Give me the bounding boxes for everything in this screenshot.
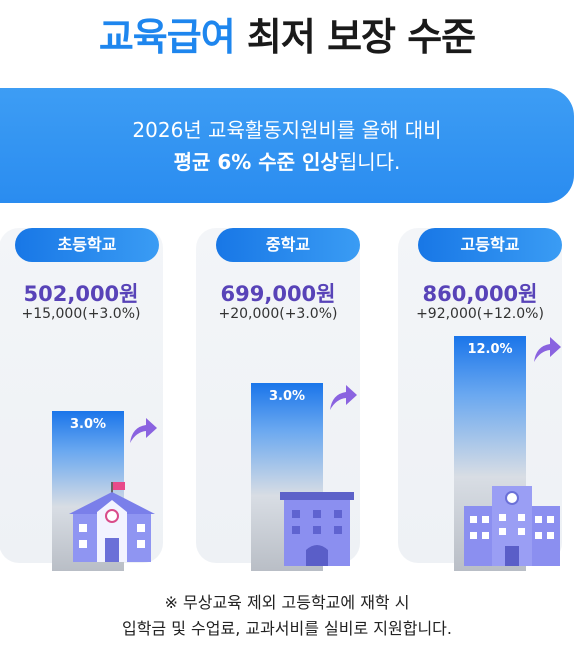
amount-delta: +92,000(+12.0%) xyxy=(416,306,544,322)
up-arrow-icon xyxy=(130,418,157,443)
office-building-icon xyxy=(280,492,354,566)
bar-label: 12.0% xyxy=(467,342,513,357)
amount-delta: +15,000(+3.0%) xyxy=(21,306,141,322)
amount-value: 699,000원 xyxy=(220,282,336,306)
banner-line-2: 평균 6% 수준 인상됩니다. xyxy=(174,146,401,178)
footnote-line-1: ※ 무상교육 제외 고등학교에 재학 시 xyxy=(164,593,410,612)
up-arrow-icon xyxy=(534,337,561,362)
card-elementary: 초등학교 502,000원 +15,000(+3.0%) 3.0% xyxy=(0,228,163,571)
footnote: ※ 무상교육 제외 고등학교에 재학 시 입학금 및 수업료, 교과서비를 실비… xyxy=(0,590,574,642)
level-pill: 초등학교 xyxy=(15,228,159,262)
card-middle: 중학교 699,000원 +20,000(+3.0%) 3.0% xyxy=(196,228,360,571)
school-icon xyxy=(69,482,155,562)
up-arrow-icon xyxy=(330,385,357,410)
amount-delta: +20,000(+3.0%) xyxy=(218,306,338,322)
card-high: 고등학교 860,000원 +92,000(+12.0%) 12.0% xyxy=(398,228,562,571)
amount-value: 502,000원 xyxy=(23,282,139,306)
footnote-line-2: 입학금 및 수업료, 교과서비를 실비로 지원합니다. xyxy=(121,619,452,638)
info-banner: 2026년 교육활동지원비를 올해 대비 평균 6% 수준 인상됩니다. xyxy=(0,88,574,203)
bar-label: 3.0% xyxy=(268,389,306,404)
page-title: 교육급여 최저 보장 수준 xyxy=(0,6,574,61)
amount-value: 860,000원 xyxy=(422,282,538,306)
bar-label: 3.0% xyxy=(69,417,107,432)
title-rest: 최저 보장 수준 xyxy=(246,15,476,59)
banner-line-1: 2026년 교육활동지원비를 올해 대비 xyxy=(132,117,442,142)
level-pill: 중학교 xyxy=(216,228,360,262)
banner-highlight: 평균 6% 수준 인상 xyxy=(173,149,339,174)
title-accent: 교육급여 xyxy=(98,15,236,59)
level-pill: 고등학교 xyxy=(418,228,562,262)
high-school-building-icon xyxy=(464,486,560,566)
banner-line-2-rest: 됩니다. xyxy=(338,149,401,174)
